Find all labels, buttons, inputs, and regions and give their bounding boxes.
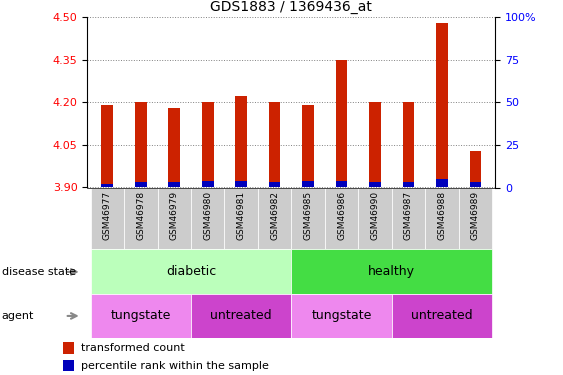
Bar xyxy=(302,105,314,188)
Bar xyxy=(269,102,280,188)
Bar xyxy=(91,249,292,294)
Bar xyxy=(392,188,425,249)
Bar xyxy=(403,102,414,188)
Text: transformed count: transformed count xyxy=(81,343,185,353)
Bar xyxy=(292,294,392,338)
Bar xyxy=(302,181,314,188)
Bar xyxy=(336,181,347,188)
Bar xyxy=(403,182,414,188)
Text: agent: agent xyxy=(2,311,34,321)
Bar xyxy=(202,102,213,188)
Bar xyxy=(168,182,180,188)
Text: tungstate: tungstate xyxy=(110,309,171,322)
Bar xyxy=(168,108,180,188)
Text: untreated: untreated xyxy=(211,309,272,322)
Text: diabetic: diabetic xyxy=(166,266,216,278)
Text: tungstate: tungstate xyxy=(311,309,372,322)
Bar xyxy=(101,105,113,188)
Text: GSM46988: GSM46988 xyxy=(437,190,446,240)
Bar xyxy=(392,294,492,338)
Bar xyxy=(225,188,258,249)
Bar xyxy=(235,96,247,188)
Text: GSM46990: GSM46990 xyxy=(370,190,379,240)
Text: GSM46982: GSM46982 xyxy=(270,190,279,240)
Bar xyxy=(124,188,158,249)
Bar xyxy=(202,181,213,188)
Text: percentile rank within the sample: percentile rank within the sample xyxy=(81,361,269,370)
Text: GSM46979: GSM46979 xyxy=(170,190,179,240)
Bar xyxy=(258,188,292,249)
Bar xyxy=(470,182,481,188)
Text: untreated: untreated xyxy=(411,309,473,322)
Bar xyxy=(325,188,358,249)
Bar xyxy=(101,184,113,188)
Bar xyxy=(425,188,459,249)
Text: GSM46981: GSM46981 xyxy=(236,190,245,240)
Bar xyxy=(64,360,74,371)
Bar xyxy=(292,188,325,249)
Bar xyxy=(358,188,392,249)
Bar xyxy=(436,179,448,188)
Text: GSM46978: GSM46978 xyxy=(136,190,145,240)
Bar xyxy=(191,294,292,338)
Text: GSM46977: GSM46977 xyxy=(103,190,112,240)
Bar xyxy=(292,249,492,294)
Bar xyxy=(470,150,481,188)
Bar xyxy=(235,181,247,188)
Bar xyxy=(436,22,448,188)
Bar xyxy=(336,60,347,188)
Bar xyxy=(369,182,381,188)
Text: GSM46985: GSM46985 xyxy=(303,190,312,240)
Text: GSM46986: GSM46986 xyxy=(337,190,346,240)
Bar xyxy=(64,342,74,354)
Text: GSM46980: GSM46980 xyxy=(203,190,212,240)
Bar xyxy=(135,182,146,188)
Bar xyxy=(269,182,280,188)
Bar xyxy=(91,294,191,338)
Bar xyxy=(135,102,146,188)
Text: GSM46987: GSM46987 xyxy=(404,190,413,240)
Bar xyxy=(459,188,492,249)
Bar xyxy=(191,188,225,249)
Bar xyxy=(369,102,381,188)
Bar xyxy=(158,188,191,249)
Bar xyxy=(91,188,124,249)
Text: healthy: healthy xyxy=(368,266,415,278)
Title: GDS1883 / 1369436_at: GDS1883 / 1369436_at xyxy=(211,0,372,15)
Text: GSM46989: GSM46989 xyxy=(471,190,480,240)
Text: disease state: disease state xyxy=(2,267,76,277)
